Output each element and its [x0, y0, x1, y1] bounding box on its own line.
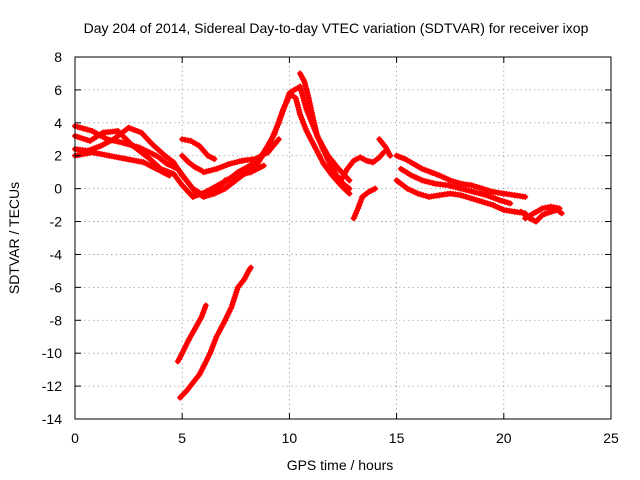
data-point	[415, 190, 421, 197]
x-tick-label: 0	[71, 430, 79, 446]
data-point	[522, 193, 529, 200]
x-axis-title: GPS time / hours	[287, 457, 394, 473]
data-point	[476, 184, 483, 191]
data-point	[260, 162, 267, 169]
data-point	[346, 177, 353, 184]
data-point	[556, 205, 563, 212]
data-point	[449, 178, 456, 185]
data-point	[468, 195, 475, 202]
data-point	[484, 200, 491, 207]
series-layer	[72, 70, 565, 401]
grid	[75, 57, 611, 419]
y-tick-label: -2	[50, 214, 63, 230]
data-point	[455, 179, 462, 186]
y-tick-label: -12	[42, 378, 62, 394]
y-tick-label: -14	[42, 411, 62, 427]
data-point	[484, 187, 491, 194]
x-tick-label: 25	[603, 430, 619, 446]
data-point	[501, 198, 508, 205]
data-point	[474, 184, 480, 190]
data-point	[420, 192, 427, 199]
data-point	[247, 264, 254, 271]
y-tick-label: 2	[54, 148, 62, 164]
data-point	[496, 197, 503, 204]
data-point	[487, 201, 494, 208]
data-point	[423, 193, 430, 199]
y-tick-label: 6	[54, 82, 62, 98]
y-tick-label: -10	[42, 345, 62, 361]
data-point	[463, 193, 470, 200]
y-axis-title: SDTVAR / TECUs	[6, 182, 22, 294]
data-point	[468, 182, 475, 189]
data-point	[372, 185, 379, 192]
y-tick-label: -6	[50, 279, 63, 295]
data-point	[202, 302, 209, 309]
y-tick-label: 8	[54, 49, 62, 65]
x-tick-label: 20	[496, 430, 512, 446]
x-tick-label: 10	[282, 430, 298, 446]
data-point	[211, 156, 218, 162]
data-point	[499, 198, 506, 204]
data-point	[487, 188, 494, 195]
plot-frame	[74, 56, 612, 420]
data-point	[460, 193, 467, 199]
data-point	[275, 136, 282, 143]
x-tick-labels: 0 5 10 15 20 25	[71, 430, 619, 446]
data-point	[507, 200, 514, 207]
y-tick-labels: -14 -12 -10 -8 -6 -4 -2 0 2 4 6 8	[42, 49, 62, 427]
x-tick-label: 15	[389, 430, 405, 446]
data-point	[482, 199, 488, 206]
data-point	[471, 183, 478, 190]
data-point	[558, 210, 565, 217]
data-point	[346, 185, 353, 192]
y-tick-label: -8	[50, 312, 63, 328]
data-point	[166, 172, 173, 179]
data-point	[482, 186, 488, 193]
y-tick-label: -4	[50, 246, 63, 262]
data-point	[417, 191, 424, 198]
data-point	[457, 192, 464, 199]
y-tick-label: 4	[54, 115, 62, 131]
data-point	[474, 197, 480, 204]
axis-ticks	[74, 56, 612, 420]
x-tick-label: 5	[178, 430, 186, 446]
chart-title: Day 204 of 2014, Sidereal Day-to-day VTE…	[84, 20, 589, 36]
data-point	[471, 196, 478, 203]
data-point	[476, 198, 483, 204]
data-point	[447, 177, 454, 184]
data-point	[387, 152, 394, 159]
y-tick-label: 0	[54, 181, 62, 197]
